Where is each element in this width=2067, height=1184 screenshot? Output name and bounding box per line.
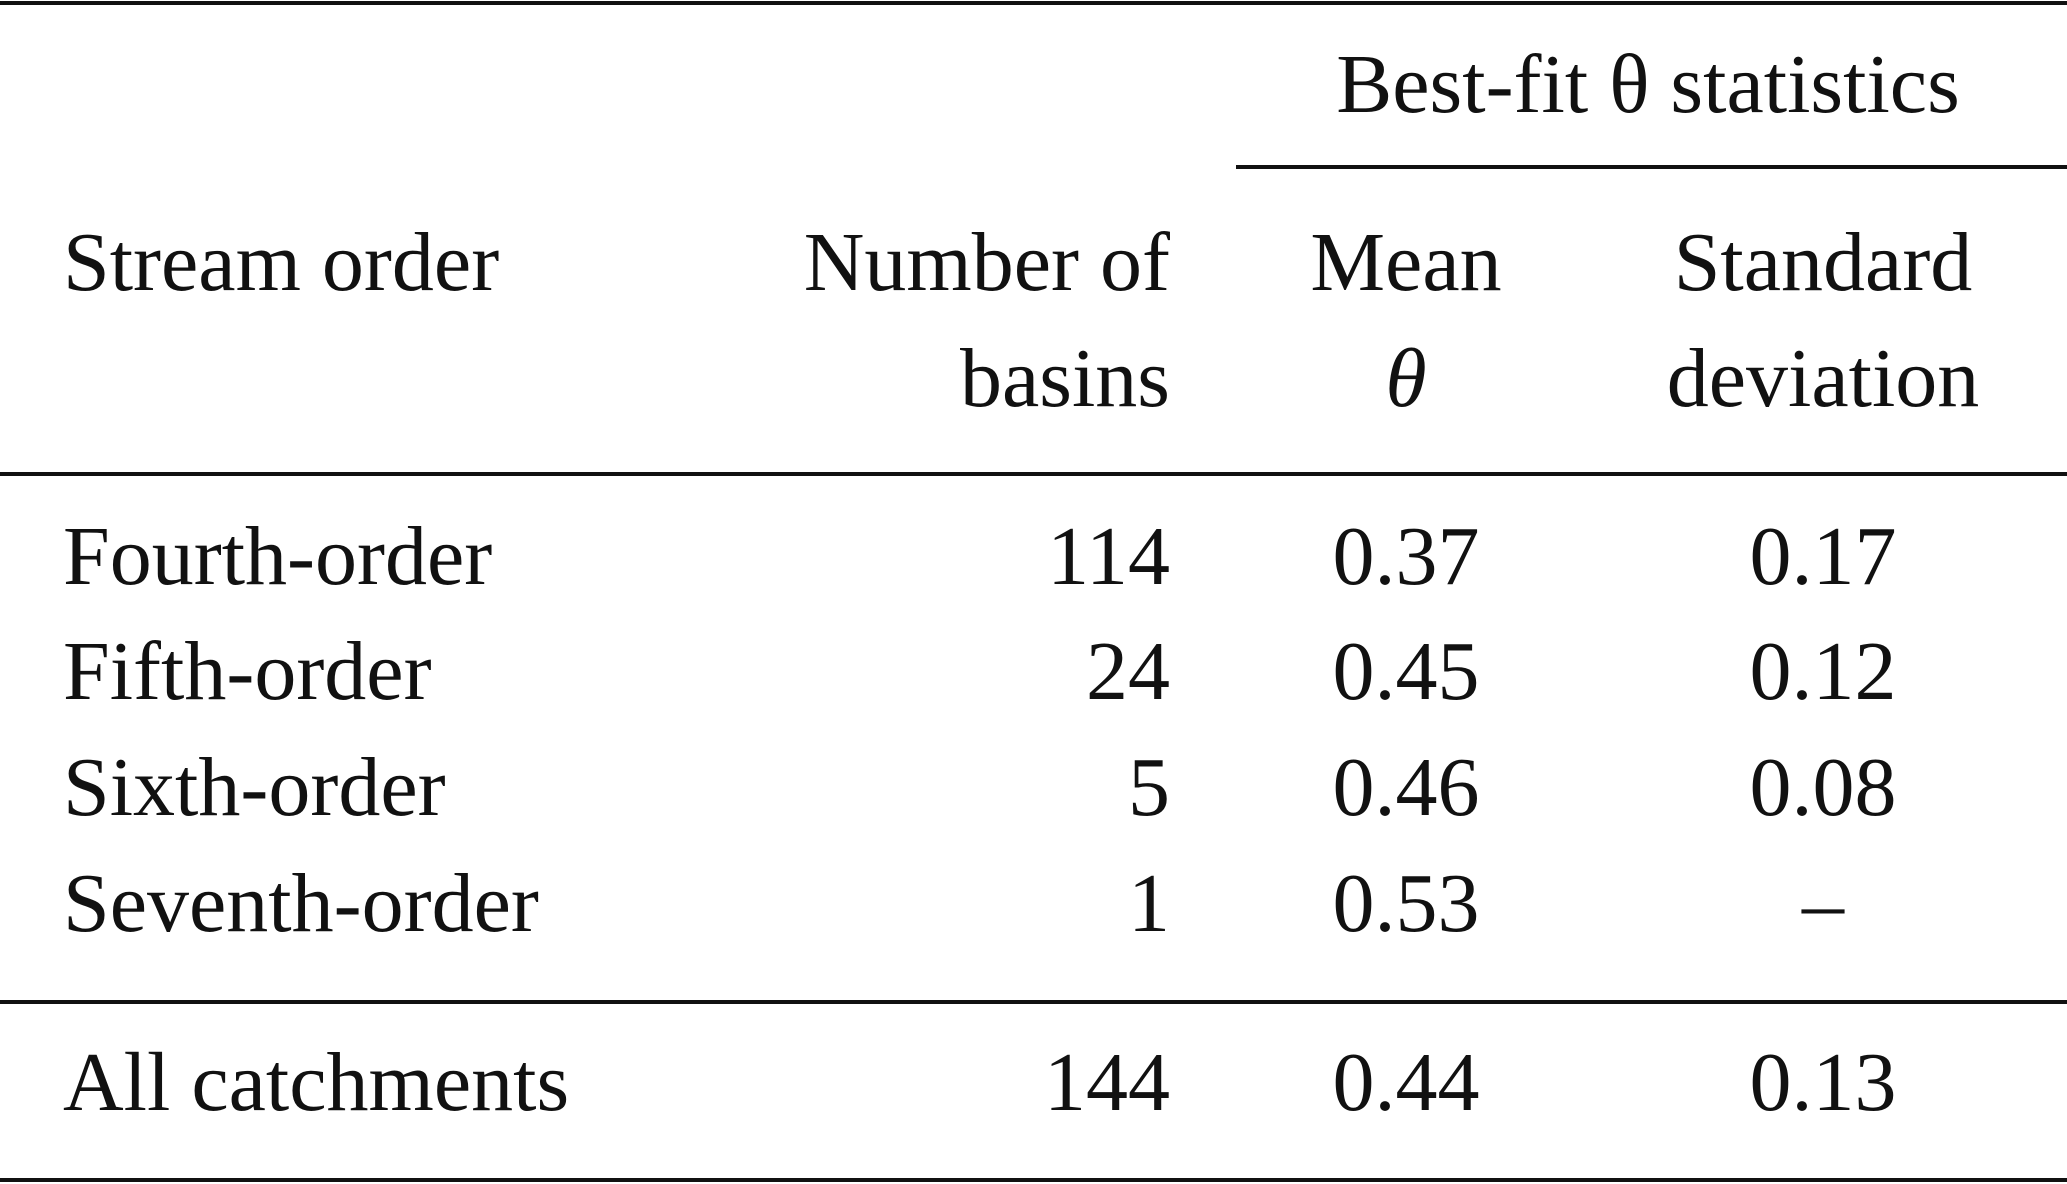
cell: Fourth-order xyxy=(63,510,492,603)
group-header: Best-fit θ statistics xyxy=(1336,38,1960,131)
cell: 0.46 xyxy=(1333,741,1480,834)
cell: Sixth-order xyxy=(63,741,446,834)
cell: 24 xyxy=(1086,625,1170,718)
cell: 0.37 xyxy=(1333,510,1480,603)
total-cell: 144 xyxy=(1044,1036,1170,1129)
column-header: Standard xyxy=(1674,216,1973,309)
column-header: Mean xyxy=(1310,216,1501,309)
cell: 0.17 xyxy=(1750,510,1897,603)
cell: 0.45 xyxy=(1333,625,1480,718)
total-cell: All catchments xyxy=(63,1036,569,1129)
cell: Fifth-order xyxy=(63,625,432,718)
column-header: θ xyxy=(1385,332,1426,425)
cell: 0.53 xyxy=(1333,857,1480,950)
column-header: Stream order xyxy=(63,216,499,309)
cell: – xyxy=(1801,857,1845,950)
column-header: basins xyxy=(960,332,1170,425)
cell: 0.08 xyxy=(1750,741,1897,834)
cell: 5 xyxy=(1128,741,1170,834)
total-cell: 0.13 xyxy=(1750,1036,1897,1129)
column-header: deviation xyxy=(1667,332,1980,425)
column-header: Number of xyxy=(804,216,1170,309)
cell: 114 xyxy=(1047,510,1170,603)
cell: Seventh-order xyxy=(63,857,539,950)
total-cell: 0.44 xyxy=(1333,1036,1480,1129)
cell: 0.12 xyxy=(1750,625,1897,718)
cell: 1 xyxy=(1128,857,1170,950)
